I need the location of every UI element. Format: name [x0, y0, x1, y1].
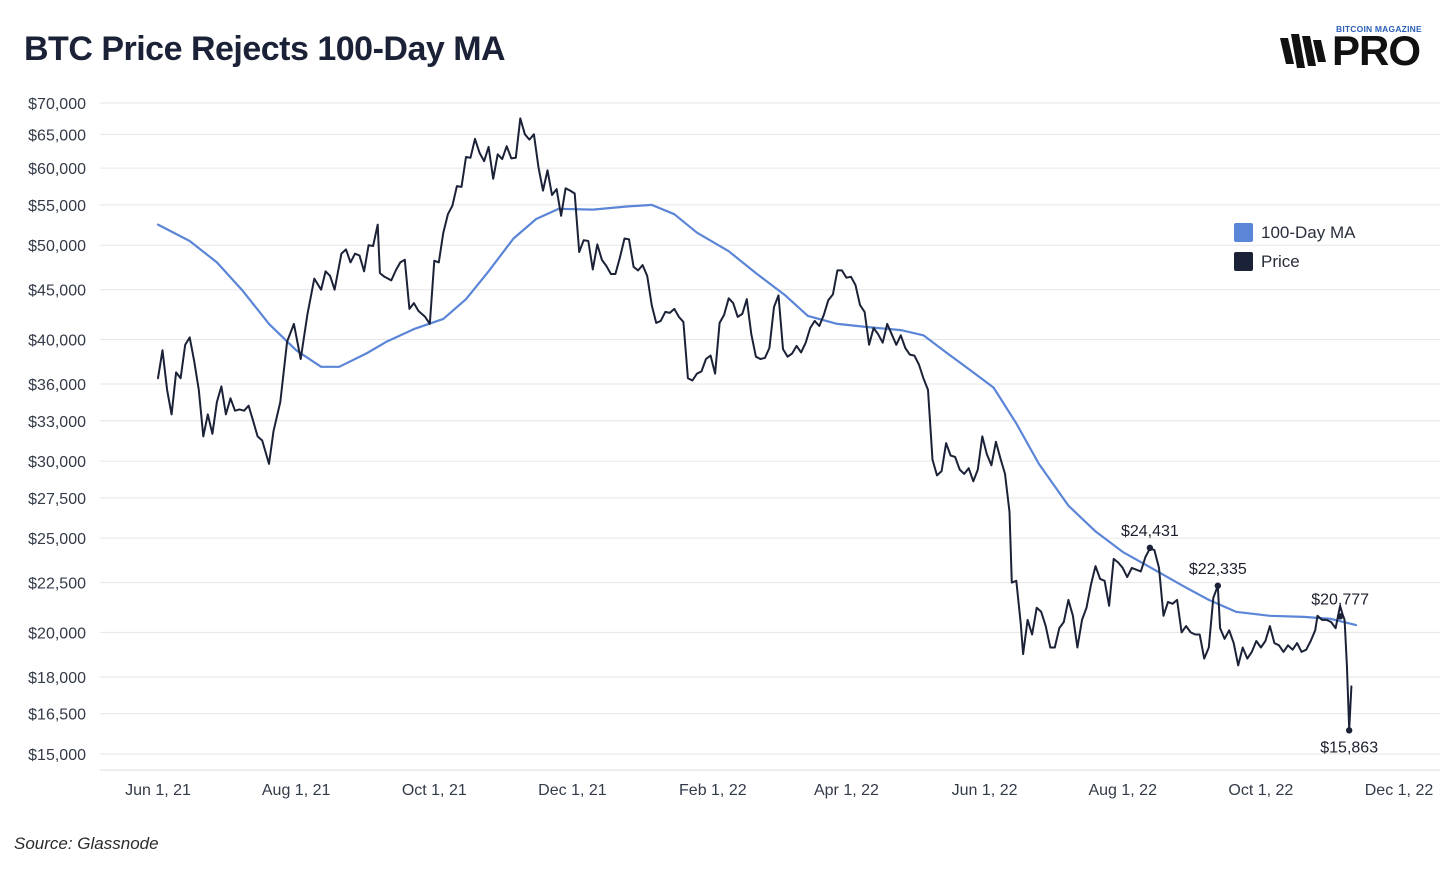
x-tick-label: Aug 1, 22: [1088, 782, 1157, 799]
x-tick-label: Dec 1, 21: [538, 782, 607, 799]
y-tick-label: $25,000: [28, 531, 86, 548]
annotation-label: $24,431: [1121, 523, 1179, 540]
y-tick-label: $22,500: [28, 576, 86, 593]
price-series-line: [157, 117, 1353, 731]
annotation-label: $22,335: [1189, 561, 1247, 578]
legend-item-ma[interactable]: 100-Day MA: [1234, 218, 1355, 247]
x-axis-ticks: Jun 1, 21 Aug 1, 21 Oct 1, 21 Dec 1, 21 Feb …: [125, 782, 1433, 799]
legend-swatch-ma: [1234, 223, 1253, 242]
legend: 100-Day MA Price: [1234, 218, 1355, 276]
y-tick-label: $60,000: [28, 161, 86, 178]
annotations: $24,431 $22,335 $20,777 $15,863: [1121, 523, 1378, 757]
grid-lines: [100, 102, 1440, 771]
annotation-marker: [1146, 544, 1154, 552]
y-tick-label: $16,500: [28, 707, 86, 724]
source-note: Source: Glassnode: [14, 834, 159, 853]
x-tick-label: Jun 1, 22: [952, 782, 1018, 799]
annotation-marker: [1345, 727, 1353, 734]
y-tick-label: $70,000: [28, 96, 86, 113]
legend-swatch-price: [1234, 252, 1253, 271]
annotation-label: $20,777: [1311, 591, 1369, 608]
annotation-label: $15,863: [1320, 739, 1378, 756]
x-tick-label: Oct 1, 21: [402, 782, 467, 799]
chart-title: BTC Price Rejects 100-Day MA: [24, 30, 506, 68]
legend-label-ma: 100-Day MA: [1261, 222, 1356, 242]
y-tick-label: $65,000: [28, 127, 86, 144]
x-tick-label: Feb 1, 22: [679, 782, 747, 799]
x-tick-label: Dec 1, 22: [1365, 782, 1434, 799]
y-tick-label: $18,000: [28, 670, 86, 687]
x-tick-label: Jun 1, 21: [125, 782, 191, 799]
y-tick-label: $50,000: [28, 238, 86, 255]
annotation-marker: [1336, 613, 1344, 620]
y-tick-label: $33,000: [28, 414, 86, 431]
y-tick-label: $20,000: [28, 625, 86, 642]
series-lines: [156, 117, 1358, 731]
y-tick-label: $30,000: [28, 454, 86, 471]
legend-label-price: Price: [1261, 251, 1300, 271]
x-tick-label: Oct 1, 22: [1228, 782, 1293, 799]
logo-small-text: BITCOIN MAGAZINE: [1336, 24, 1422, 34]
y-tick-label: $45,000: [28, 283, 86, 300]
x-tick-label: Aug 1, 21: [262, 782, 331, 799]
annotation-marker: [1214, 582, 1222, 589]
x-tick-label: Apr 1, 22: [814, 782, 879, 799]
logo-bars-icon: [1280, 34, 1326, 68]
logo-big-text: PRO: [1332, 27, 1421, 74]
y-tick-label: $55,000: [28, 198, 86, 215]
legend-item-price[interactable]: Price: [1234, 247, 1355, 276]
y-tick-label: $15,000: [28, 747, 86, 764]
y-axis-ticks: $70,000 $65,000 $60,000 $55,000 $50,000 $45,0…: [28, 96, 86, 764]
y-tick-label: $40,000: [28, 332, 86, 349]
y-tick-label: $27,500: [28, 491, 86, 508]
bitcoin-magazine-pro-logo: BITCOIN MAGAZINE PRO: [1278, 24, 1443, 74]
ma-series-line: [156, 203, 1358, 627]
y-tick-label: $36,000: [28, 377, 86, 394]
